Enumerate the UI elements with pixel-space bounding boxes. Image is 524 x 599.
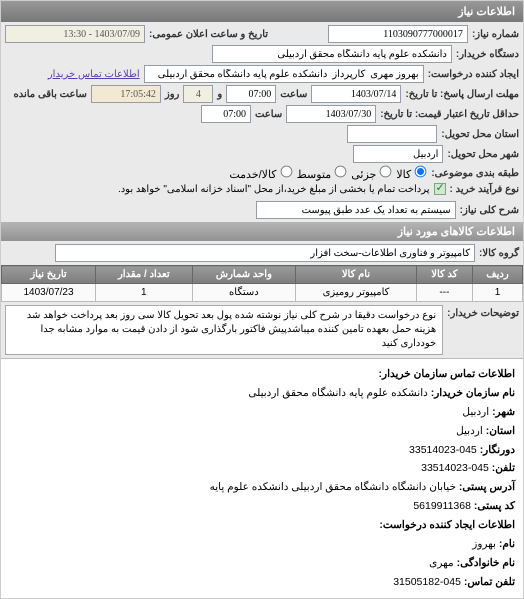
c-province-label: استان: bbox=[486, 425, 515, 437]
contact-info-block: اطلاعات تماس سازمان خریدار: نام سازمان خ… bbox=[1, 358, 523, 598]
c-family: مهری bbox=[429, 557, 453, 569]
radio-desc2[interactable] bbox=[335, 166, 347, 178]
process-text: پرداخت تمام یا بخشی از مبلغ خرید،از محل … bbox=[118, 184, 430, 195]
check-icon bbox=[434, 183, 446, 195]
c-phone: 045-33514023 bbox=[421, 462, 489, 474]
deadline-send-date[interactable] bbox=[311, 85, 401, 103]
group-label: گروه کالا: bbox=[479, 248, 519, 259]
announce-label: تاریخ و ساعت اعلان عمومی: bbox=[149, 29, 268, 40]
deadline-send-label: مهلت ارسال پاسخ: تا تاریخ: bbox=[405, 89, 519, 100]
th-0: ردیف bbox=[473, 266, 523, 284]
c-phone-label: تلفن: bbox=[492, 462, 515, 474]
contact-header: اطلاعات تماس سازمان خریدار: bbox=[379, 368, 515, 380]
contact-link[interactable]: اطلاعات تماس خریدار bbox=[48, 69, 140, 80]
radio-both-text: کالا/خدمت bbox=[229, 169, 276, 181]
td-2: کامپیوتر رومیزی bbox=[296, 284, 417, 302]
table-row[interactable]: 1 --- کامپیوتر رومیزی دستگاه 1 1403/07/2… bbox=[2, 284, 523, 302]
radio-goods-label[interactable]: کالا bbox=[396, 165, 427, 181]
delivery-city-label: شهر محل تحویل: bbox=[447, 149, 519, 160]
buyer-label: دستگاه خریدار: bbox=[456, 49, 519, 60]
delivery-city-input[interactable] bbox=[353, 145, 443, 163]
desc-input[interactable] bbox=[256, 201, 456, 219]
buyer-input bbox=[212, 45, 452, 63]
radio-desc2-text: متوسط bbox=[297, 169, 332, 181]
need-info-panel: اطلاعات نیاز شماره نیاز: تاریخ و ساعت اع… bbox=[0, 0, 524, 599]
creator-label: ایجاد کننده درخواست: bbox=[428, 69, 519, 80]
announce-input bbox=[5, 25, 145, 43]
budget-label: طبقه بندی موضوعی: bbox=[431, 168, 519, 179]
c-city: اردبیل bbox=[462, 406, 489, 418]
td-1: --- bbox=[416, 284, 472, 302]
remain-and: و bbox=[217, 89, 222, 100]
remain-suffix: ساعت باقی مانده bbox=[13, 89, 86, 100]
desc-label: شرح کلی نیاز: bbox=[460, 205, 519, 216]
deadline-quote-date[interactable] bbox=[286, 105, 376, 123]
remain-day-label: روز bbox=[165, 89, 180, 100]
time-label-1: ساعت bbox=[280, 89, 307, 100]
c-zip: 5619911368 bbox=[413, 500, 471, 512]
th-1: کد کالا bbox=[416, 266, 472, 284]
deadline-send-time[interactable] bbox=[226, 85, 276, 103]
th-4: تعداد / مقدار bbox=[96, 266, 193, 284]
radio-desc-text: جزئی bbox=[351, 169, 376, 181]
creator-input bbox=[144, 65, 424, 83]
goods-header: اطلاعات کالاهای مورد نیاز bbox=[1, 222, 523, 241]
c-org: دانشکده علوم پایه دانشگاه محقق اردبیلی bbox=[248, 387, 427, 399]
radio-goods[interactable] bbox=[415, 166, 427, 178]
c-city-label: شهر: bbox=[492, 406, 515, 418]
table-header-row: ردیف کد کالا نام کالا واحد شمارش تعداد /… bbox=[2, 266, 523, 284]
td-4: 1 bbox=[96, 284, 193, 302]
goods-table: ردیف کد کالا نام کالا واحد شمارش تعداد /… bbox=[1, 265, 523, 302]
c-tel-label: تلفن تماس: bbox=[464, 576, 515, 588]
c-zip-label: کد پستی: bbox=[474, 500, 515, 512]
delivery-state-input[interactable] bbox=[347, 125, 437, 143]
time-label-2: ساعت bbox=[255, 109, 282, 120]
process-label: نوع فرآیند خرید : bbox=[450, 184, 519, 195]
deadline-quote-time[interactable] bbox=[201, 105, 251, 123]
c-fax: 045-33514023 bbox=[409, 444, 477, 456]
c-address: خیابان دانشگاه دانشگاه محقق اردبیلی دانش… bbox=[210, 481, 456, 493]
request-no-input[interactable] bbox=[328, 25, 468, 43]
c-family-label: نام خانوادگی: bbox=[457, 557, 515, 569]
request-no-label: شماره نیاز: bbox=[472, 29, 519, 40]
radio-goods-text: کالا bbox=[396, 169, 411, 181]
c-province: اردبیل bbox=[456, 425, 483, 437]
c-tel: 045-31505182 bbox=[393, 576, 461, 588]
td-3: دستگاه bbox=[192, 284, 296, 302]
radio-desc-label[interactable]: جزئی bbox=[351, 165, 392, 181]
delivery-state-label: استان محل تحویل: bbox=[441, 129, 519, 140]
th-3: واحد شمارش bbox=[192, 266, 296, 284]
panel-title: اطلاعات نیاز bbox=[1, 1, 523, 22]
td-5: 1403/07/23 bbox=[2, 284, 96, 302]
c-address-label: آدرس پستی: bbox=[459, 481, 515, 493]
group-input[interactable] bbox=[55, 244, 475, 262]
radio-desc[interactable] bbox=[380, 166, 392, 178]
radio-both-label[interactable]: کالا/خدمت bbox=[229, 165, 292, 181]
remain-days bbox=[183, 85, 213, 103]
radio-desc2-label[interactable]: متوسط bbox=[297, 165, 348, 181]
notes-text: نوع درخواست دقیقا در شرح کلی نیاز نوشته … bbox=[5, 305, 443, 355]
th-5: تاریخ نیاز bbox=[2, 266, 96, 284]
c-name-label: نام: bbox=[499, 538, 515, 550]
td-0: 1 bbox=[473, 284, 523, 302]
notes-label: توضیحات خریدار: bbox=[447, 305, 519, 319]
radio-both[interactable] bbox=[280, 166, 292, 178]
c-creator-header: اطلاعات ایجاد کننده درخواست: bbox=[379, 519, 515, 531]
c-name: بهروز bbox=[472, 538, 496, 550]
c-fax-label: دورنگار: bbox=[480, 444, 515, 456]
th-2: نام کالا bbox=[296, 266, 417, 284]
deadline-quote-label: حداقل تاریخ اعتبار قیمت: تا تاریخ: bbox=[380, 109, 519, 120]
remain-time bbox=[91, 85, 161, 103]
c-org-label: نام سازمان خریدار: bbox=[431, 387, 515, 399]
